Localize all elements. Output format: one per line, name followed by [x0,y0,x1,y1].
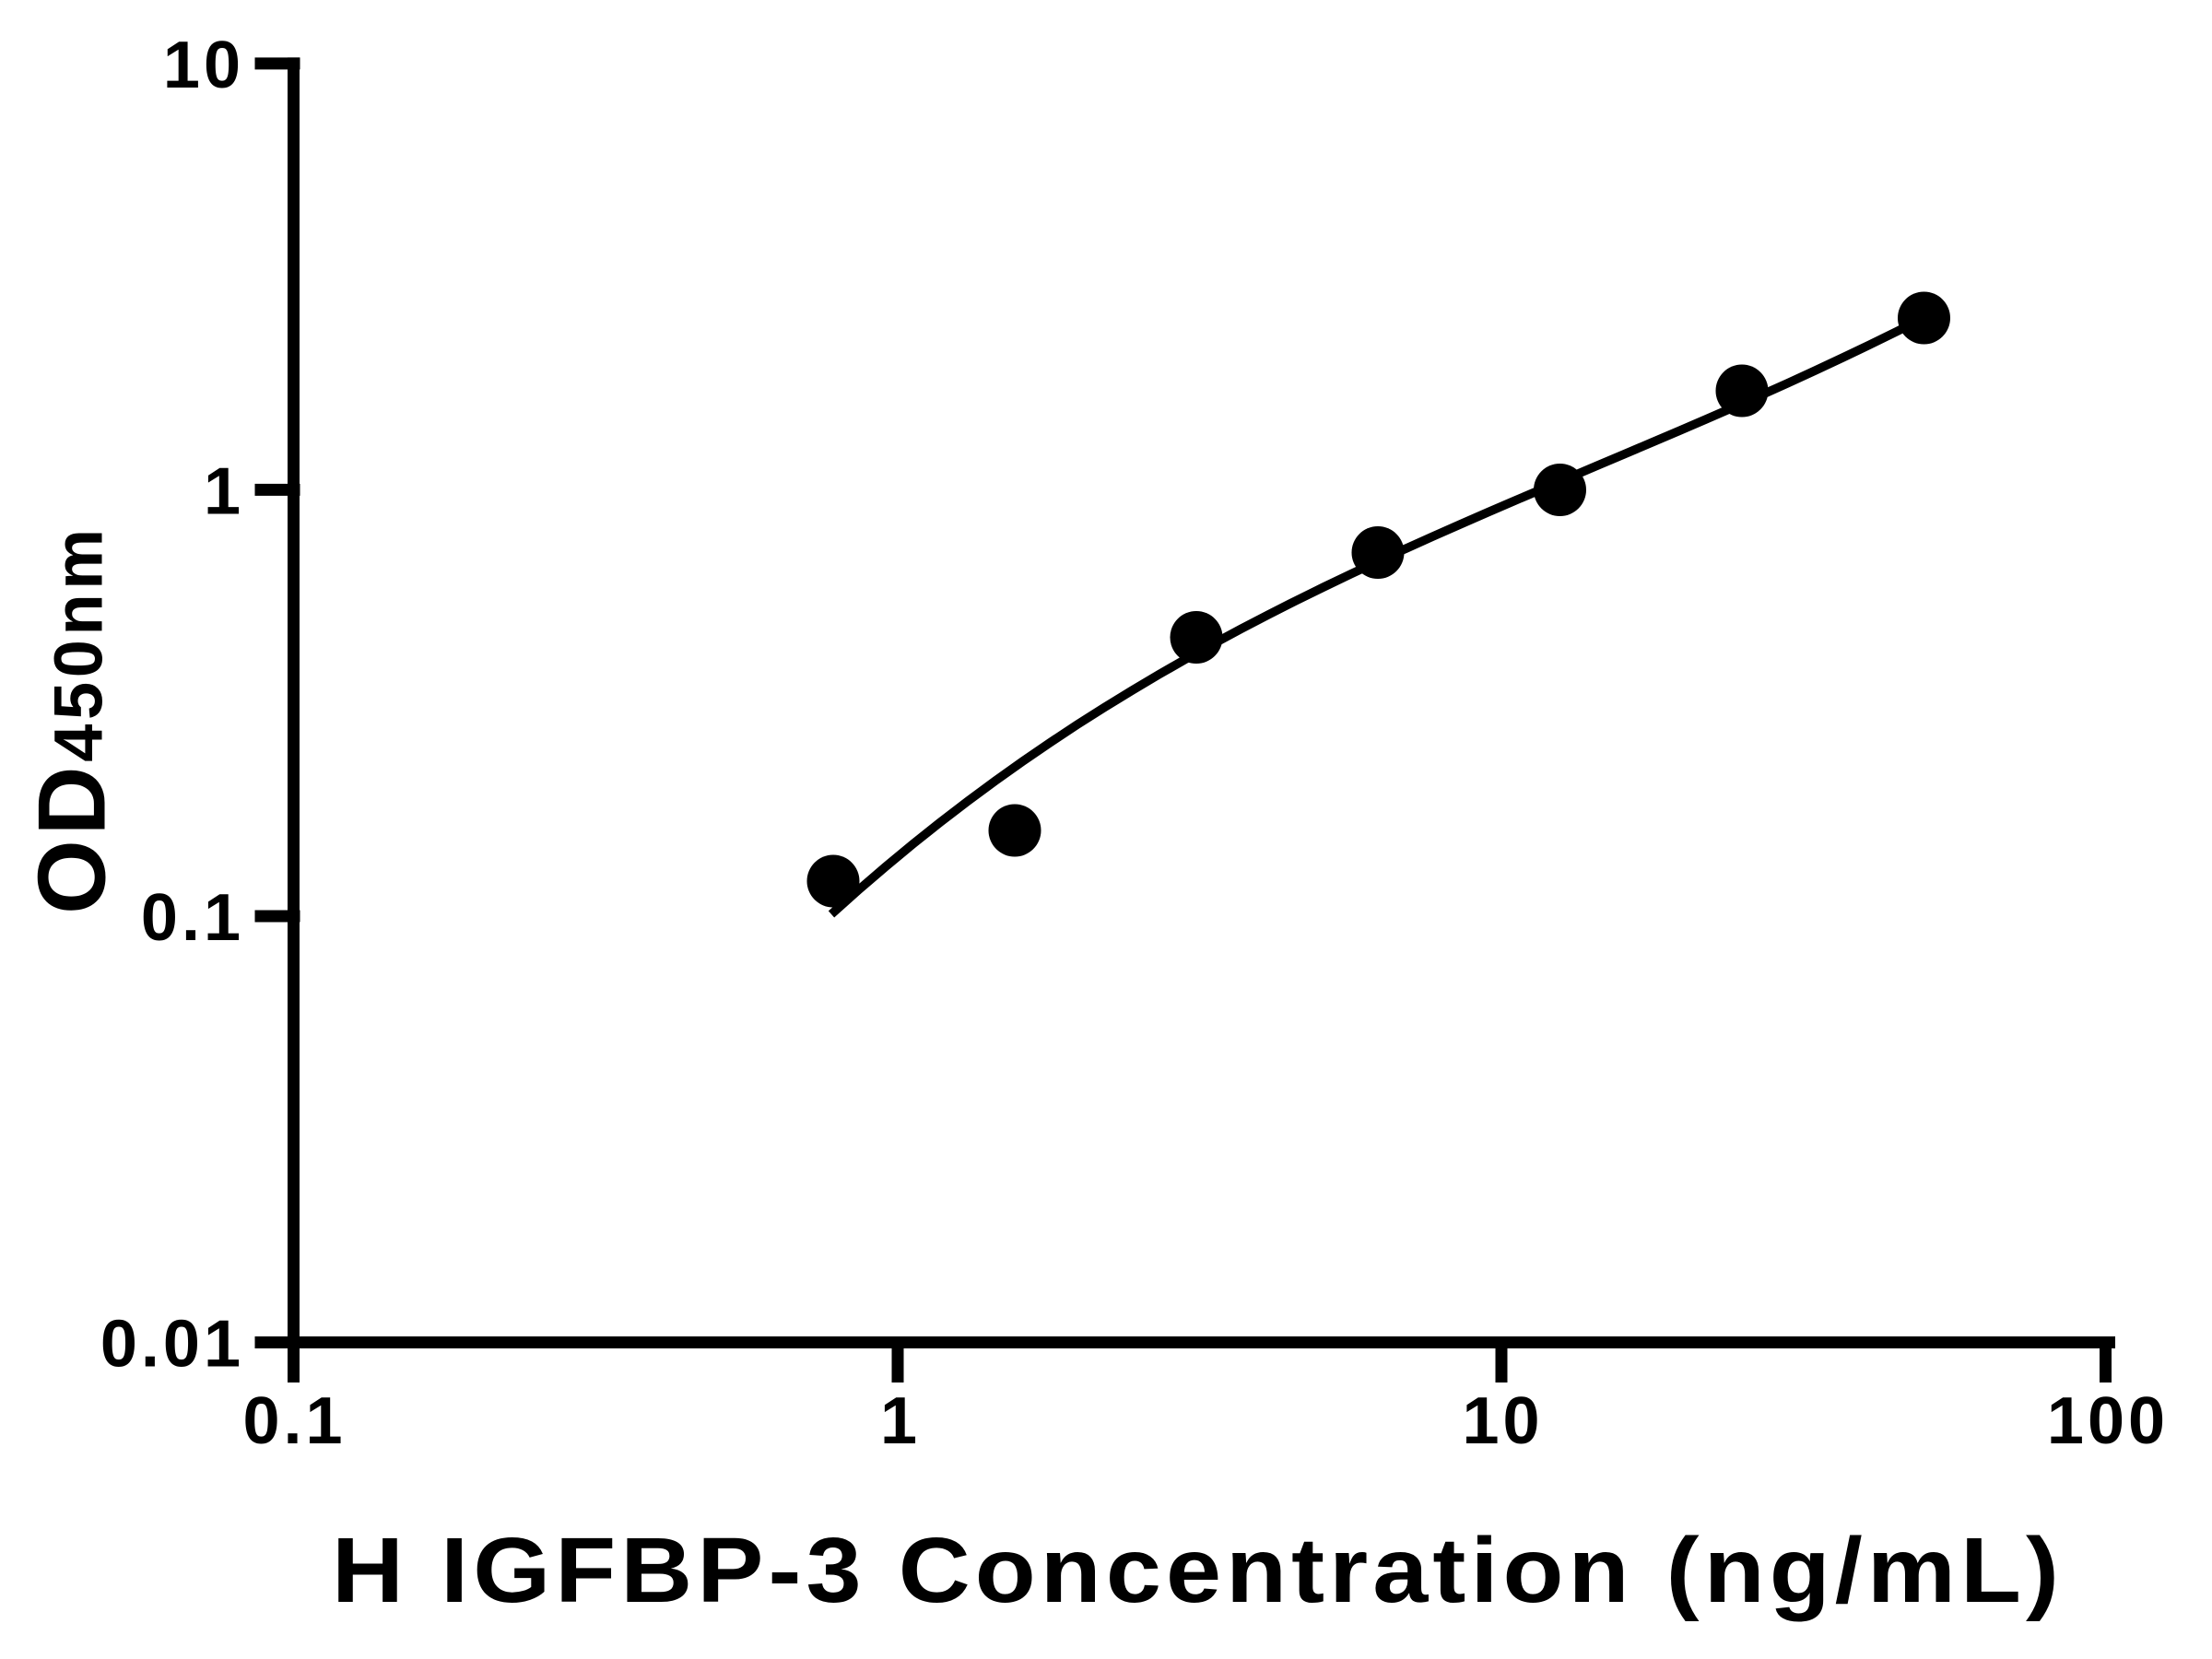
svg-text:0.1: 0.1 [141,881,244,955]
svg-text:0.01: 0.01 [100,1308,244,1382]
svg-text:100: 100 [2047,1384,2169,1458]
svg-text:1: 1 [880,1384,921,1458]
svg-text:10: 10 [1462,1384,1543,1458]
svg-text:0.1: 0.1 [242,1384,346,1458]
svg-text:10: 10 [163,29,244,102]
svg-text:H IGFBP-3 Concentration (ng/mL: H IGFBP-3 Concentration (ng/mL) [332,1520,2064,1622]
svg-text:1: 1 [204,454,244,528]
